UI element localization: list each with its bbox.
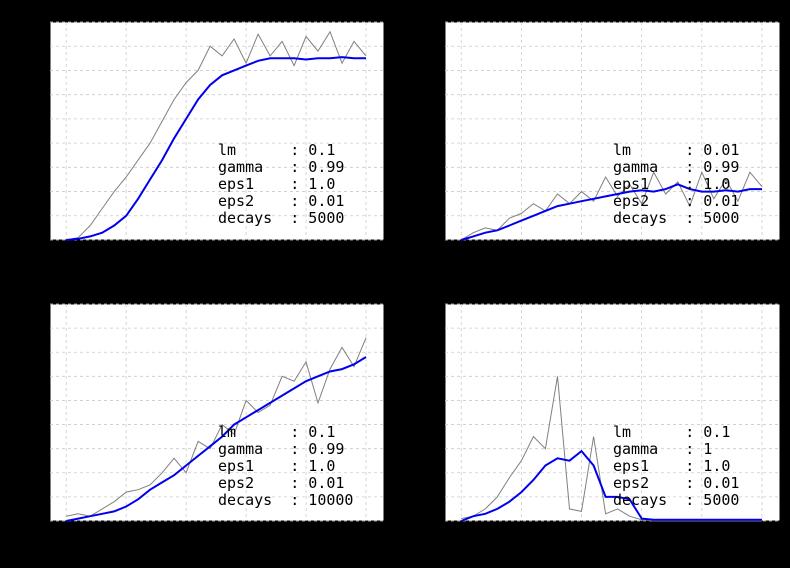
annotation-line: decays : 5000 xyxy=(613,209,739,227)
annotation-line: eps2 : 0.01 xyxy=(613,474,739,492)
plot-area xyxy=(444,21,781,241)
series-line xyxy=(460,449,762,522)
annotation-line: eps1 : 1.0 xyxy=(218,175,335,193)
series-line xyxy=(66,356,367,522)
annotation-line: eps1 : 1.0 xyxy=(613,175,730,193)
annotation-line: gamma : 0.99 xyxy=(218,440,344,458)
plot-area xyxy=(49,303,385,522)
annotation-line: eps1 : 1.0 xyxy=(218,457,335,475)
annotation-line: eps1 : 1.0 xyxy=(613,457,730,475)
series-line xyxy=(460,183,762,241)
annotation-line: lm : 0.01 xyxy=(613,141,739,159)
series-line xyxy=(66,56,366,241)
annotation-line: decays : 5000 xyxy=(613,491,739,509)
annotation-line: eps2 : 0.01 xyxy=(218,192,344,210)
series-line xyxy=(460,170,763,241)
annotation-line: gamma : 1 xyxy=(613,440,712,458)
plot-area xyxy=(444,303,781,522)
annotation-line: gamma : 0.99 xyxy=(613,158,739,176)
series-line xyxy=(66,337,367,517)
annotation-line: eps2 : 0.01 xyxy=(613,192,739,210)
annotation-line: decays : 10000 xyxy=(218,491,353,509)
annotation-line: decays : 5000 xyxy=(218,209,344,227)
annotation-line: lm : 0.1 xyxy=(218,423,335,441)
series-line xyxy=(461,376,762,522)
annotation-line: gamma : 0.99 xyxy=(218,158,344,176)
annotation-line: lm : 0.1 xyxy=(613,423,730,441)
series-line xyxy=(66,30,367,241)
annotation-line: lm : 0.1 xyxy=(218,141,335,159)
annotation-line: eps2 : 0.01 xyxy=(218,474,344,492)
